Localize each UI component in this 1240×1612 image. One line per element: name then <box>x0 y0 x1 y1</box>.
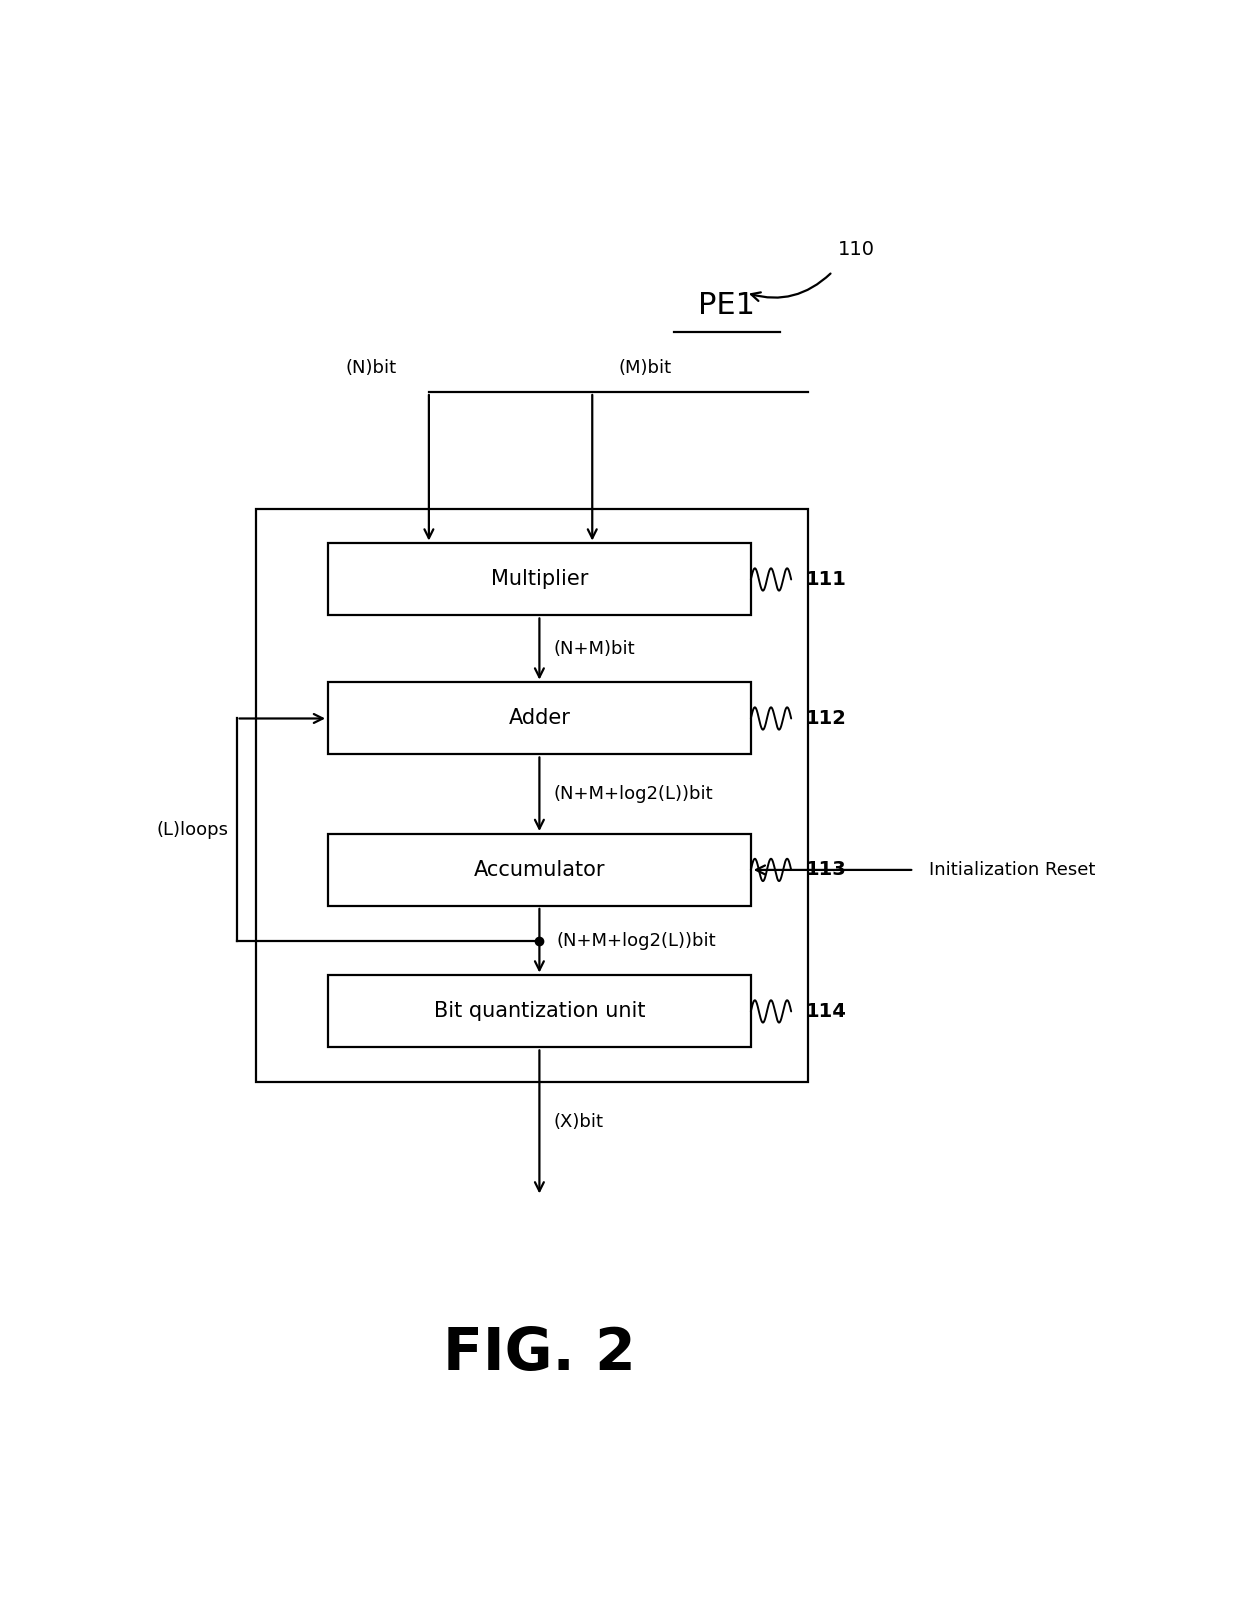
Text: 112: 112 <box>806 709 847 729</box>
Bar <box>327 975 750 1048</box>
Text: 114: 114 <box>806 1003 847 1020</box>
Bar <box>255 509 808 1082</box>
Text: (N)bit: (N)bit <box>346 359 397 377</box>
Text: FIG. 2: FIG. 2 <box>443 1325 636 1383</box>
Bar <box>327 543 750 616</box>
Text: (N+M)bit: (N+M)bit <box>554 640 635 658</box>
Text: Adder: Adder <box>508 709 570 729</box>
Text: 110: 110 <box>838 240 875 260</box>
Text: Initialization Reset: Initialization Reset <box>929 861 1095 879</box>
Text: 113: 113 <box>806 861 847 880</box>
Bar <box>327 833 750 906</box>
Text: Accumulator: Accumulator <box>474 859 605 880</box>
Text: (N+M+log2(L))bit: (N+M+log2(L))bit <box>554 785 713 803</box>
Text: (M)bit: (M)bit <box>619 359 672 377</box>
Text: (X)bit: (X)bit <box>554 1112 604 1132</box>
Text: PE1: PE1 <box>698 290 755 319</box>
Text: Multiplier: Multiplier <box>491 569 588 590</box>
Text: Bit quantization unit: Bit quantization unit <box>434 1001 645 1022</box>
Text: 111: 111 <box>806 571 847 588</box>
Bar <box>327 682 750 754</box>
Text: (L)loops: (L)loops <box>157 821 229 838</box>
Text: (N+M+log2(L))bit: (N+M+log2(L))bit <box>557 932 717 949</box>
